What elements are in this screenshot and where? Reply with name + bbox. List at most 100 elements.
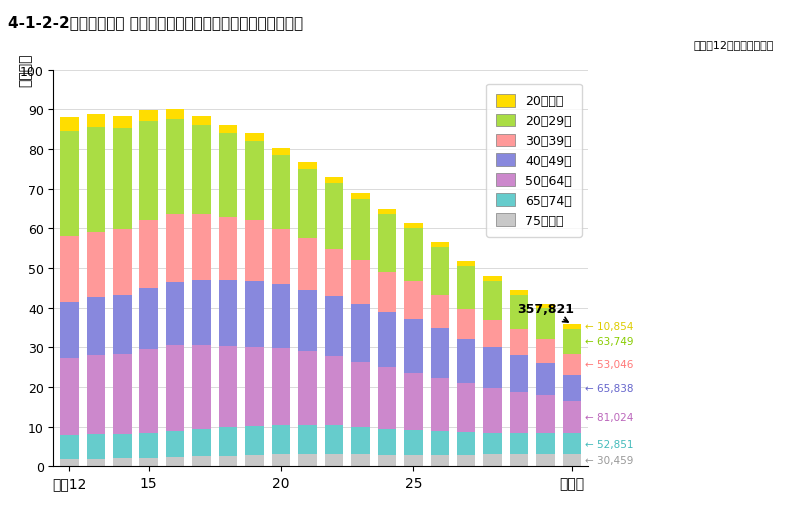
Bar — [325, 454, 343, 466]
Bar — [536, 363, 555, 395]
Bar — [272, 149, 290, 156]
Bar — [510, 330, 529, 356]
Bar — [536, 433, 555, 454]
Bar — [166, 215, 184, 282]
Bar — [404, 282, 423, 320]
Bar — [562, 325, 581, 329]
Bar — [351, 362, 370, 427]
Bar — [536, 304, 555, 309]
Bar — [140, 349, 158, 433]
Text: 357,821: 357,821 — [517, 303, 574, 322]
Bar — [562, 329, 581, 354]
Bar — [298, 163, 317, 170]
Bar — [272, 156, 290, 229]
Bar — [510, 356, 529, 392]
Bar — [113, 129, 132, 230]
Text: 4-1-2-2図　交通事故 発生件数の推移（第一当事者の年齢層別）: 4-1-2-2図 交通事故 発生件数の推移（第一当事者の年齢層別） — [8, 15, 303, 30]
Bar — [536, 395, 555, 433]
Bar — [483, 320, 502, 347]
Bar — [457, 262, 476, 267]
Bar — [483, 347, 502, 388]
Bar — [457, 384, 476, 432]
Bar — [562, 433, 581, 455]
Bar — [193, 345, 211, 429]
Bar — [60, 459, 79, 466]
Bar — [193, 280, 211, 345]
Bar — [431, 455, 449, 466]
Bar — [113, 459, 132, 466]
Bar — [510, 295, 529, 330]
Bar — [113, 295, 132, 355]
Bar — [483, 281, 502, 320]
Bar — [113, 434, 132, 459]
Bar — [87, 232, 105, 298]
Bar — [140, 111, 158, 122]
Bar — [166, 110, 184, 120]
Bar — [60, 118, 79, 132]
Bar — [140, 288, 158, 349]
Bar — [431, 329, 449, 378]
Text: （平成12年〜令和元年）: （平成12年〜令和元年） — [694, 40, 774, 50]
Bar — [351, 454, 370, 466]
Bar — [431, 247, 449, 295]
Bar — [246, 141, 264, 221]
Bar — [510, 454, 529, 466]
Bar — [404, 223, 423, 228]
Bar — [272, 425, 290, 454]
Bar — [166, 120, 184, 215]
Bar — [272, 454, 290, 466]
Bar — [140, 122, 158, 221]
Bar — [140, 458, 158, 466]
Text: ← 30,459: ← 30,459 — [585, 456, 633, 465]
Bar — [113, 230, 132, 295]
Bar — [351, 261, 370, 305]
Bar — [351, 193, 370, 199]
Bar — [536, 339, 555, 363]
Bar — [246, 221, 264, 282]
Bar — [193, 126, 211, 215]
Bar — [60, 358, 79, 435]
Bar — [272, 229, 290, 285]
Bar — [483, 433, 502, 454]
Bar — [219, 456, 237, 466]
Bar — [378, 210, 396, 215]
Bar — [219, 346, 237, 427]
Bar — [298, 239, 317, 290]
Bar — [219, 217, 237, 281]
Bar — [457, 455, 476, 466]
Bar — [378, 272, 396, 312]
Bar — [113, 355, 132, 434]
Text: ← 65,838: ← 65,838 — [585, 383, 634, 393]
Bar — [298, 351, 317, 425]
Bar — [457, 309, 476, 339]
Bar — [404, 320, 423, 373]
Bar — [87, 459, 105, 466]
Bar — [193, 116, 211, 126]
Bar — [325, 249, 343, 297]
Bar — [272, 348, 290, 425]
Bar — [166, 282, 184, 345]
Bar — [483, 276, 502, 281]
Bar — [60, 302, 79, 358]
Bar — [378, 312, 396, 367]
Bar — [351, 427, 370, 454]
Bar — [219, 125, 237, 134]
Bar — [246, 347, 264, 426]
Text: ← 81,024: ← 81,024 — [585, 413, 633, 422]
Bar — [325, 426, 343, 454]
Bar — [457, 339, 476, 384]
Bar — [166, 457, 184, 466]
Bar — [246, 282, 264, 347]
Bar — [113, 117, 132, 129]
Bar — [431, 243, 449, 247]
Bar — [325, 184, 343, 249]
Bar — [351, 305, 370, 362]
Bar — [431, 295, 449, 329]
Bar — [351, 199, 370, 261]
Bar — [404, 455, 423, 466]
Bar — [298, 290, 317, 351]
Bar — [536, 309, 555, 339]
Bar — [325, 357, 343, 426]
Bar — [87, 115, 105, 127]
Bar — [140, 221, 158, 288]
